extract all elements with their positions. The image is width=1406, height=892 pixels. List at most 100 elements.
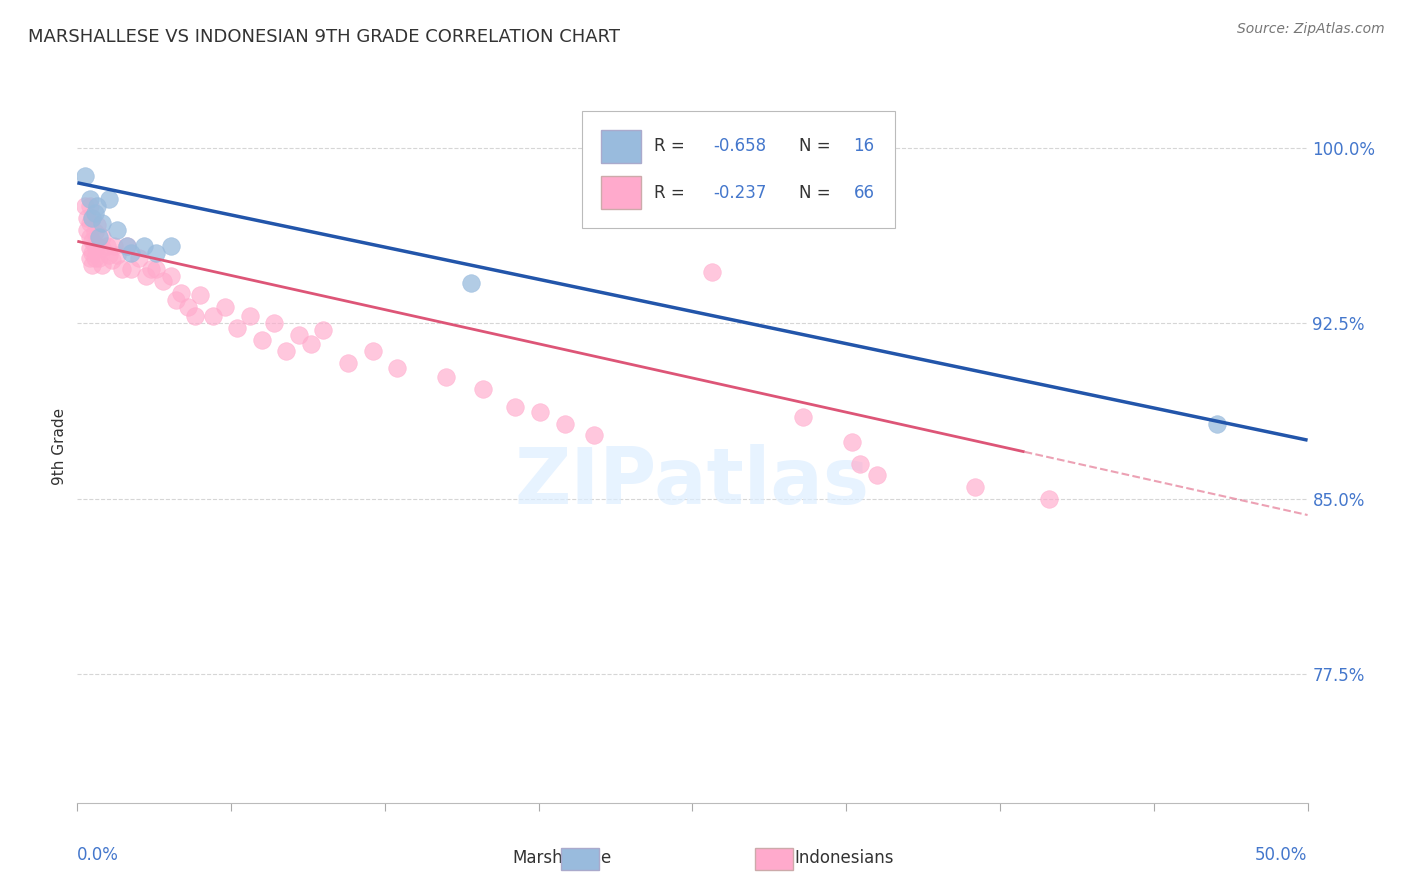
Point (141, 262, 163, 277)
Point (115, 239, 138, 253)
Point (145, 262, 167, 277)
Point (105, 248, 128, 262)
Point (101, 252, 124, 267)
Point (82, 211, 104, 225)
FancyBboxPatch shape (602, 176, 641, 210)
Point (96, 239, 118, 253)
Point (239, 309, 262, 323)
Text: ZIPatlas: ZIPatlas (515, 443, 870, 520)
Point (841, 435, 863, 450)
Point (145, 246, 167, 260)
Point (529, 405, 551, 419)
Point (105, 222, 128, 236)
Point (184, 309, 207, 323)
Point (1038, 491, 1060, 506)
Text: -0.237: -0.237 (713, 184, 766, 202)
Point (190, 288, 212, 302)
Point (73, 199, 96, 213)
Text: R =: R = (654, 184, 690, 202)
Point (554, 417, 576, 431)
Point (121, 262, 143, 277)
Point (79, 251, 101, 265)
Point (160, 239, 183, 253)
Point (76, 211, 98, 225)
Point (170, 285, 193, 300)
Point (128, 251, 150, 265)
Point (965, 480, 987, 494)
Point (79, 229, 101, 244)
Point (76, 222, 98, 236)
Point (201, 309, 224, 323)
Point (79, 199, 101, 213)
Point (214, 300, 236, 314)
Point (82, 234, 104, 248)
Text: 0.0%: 0.0% (77, 846, 120, 863)
Text: Marshallese: Marshallese (512, 849, 612, 867)
Point (83, 251, 105, 265)
Point (226, 321, 249, 335)
FancyBboxPatch shape (582, 111, 896, 228)
Point (460, 277, 482, 291)
FancyBboxPatch shape (602, 129, 641, 163)
Point (115, 239, 138, 253)
Point (177, 300, 200, 314)
Point (90, 229, 114, 244)
Point (849, 457, 872, 471)
Point (86, 239, 108, 253)
Text: 50.0%: 50.0% (1256, 846, 1308, 863)
Point (82, 246, 104, 260)
Point (135, 269, 157, 284)
Text: N =: N = (800, 184, 837, 202)
Point (472, 382, 495, 396)
Point (90, 216, 114, 230)
Point (86, 199, 108, 213)
Point (387, 360, 409, 375)
Y-axis label: 9th Grade: 9th Grade (52, 408, 67, 484)
Point (165, 293, 187, 307)
Point (792, 409, 814, 424)
Point (312, 323, 335, 337)
Point (79, 192, 101, 206)
Point (702, 265, 724, 279)
Point (79, 241, 101, 255)
Point (98, 248, 121, 262)
Point (83, 206, 105, 220)
Point (89, 251, 111, 265)
Point (436, 370, 458, 384)
Point (73, 169, 96, 183)
Point (83, 239, 105, 253)
Text: -0.658: -0.658 (713, 137, 766, 155)
Point (90, 258, 114, 272)
Point (132, 239, 155, 253)
Point (121, 246, 143, 260)
Point (83, 225, 105, 239)
Point (866, 468, 889, 483)
Point (276, 344, 298, 359)
Point (299, 337, 322, 351)
Point (160, 269, 183, 284)
Point (103, 239, 125, 253)
Point (86, 218, 108, 232)
Point (89, 229, 111, 244)
Text: R =: R = (654, 137, 690, 155)
Text: Source: ZipAtlas.com: Source: ZipAtlas.com (1237, 22, 1385, 37)
Text: N =: N = (800, 137, 837, 155)
Point (82, 258, 104, 272)
Point (1205, 417, 1227, 431)
Point (263, 316, 285, 330)
Point (82, 211, 104, 225)
Text: Indonesians: Indonesians (794, 849, 894, 867)
Point (361, 344, 384, 359)
Text: MARSHALLESE VS INDONESIAN 9TH GRADE CORRELATION CHART: MARSHALLESE VS INDONESIAN 9TH GRADE CORR… (28, 29, 620, 46)
Point (98, 192, 121, 206)
Point (288, 327, 311, 342)
Point (250, 333, 273, 347)
Text: 16: 16 (853, 137, 875, 155)
Text: 66: 66 (853, 184, 875, 202)
Point (111, 262, 132, 277)
Point (337, 356, 360, 370)
Point (152, 274, 174, 288)
Point (79, 216, 101, 230)
Point (505, 401, 527, 415)
Point (583, 428, 606, 442)
